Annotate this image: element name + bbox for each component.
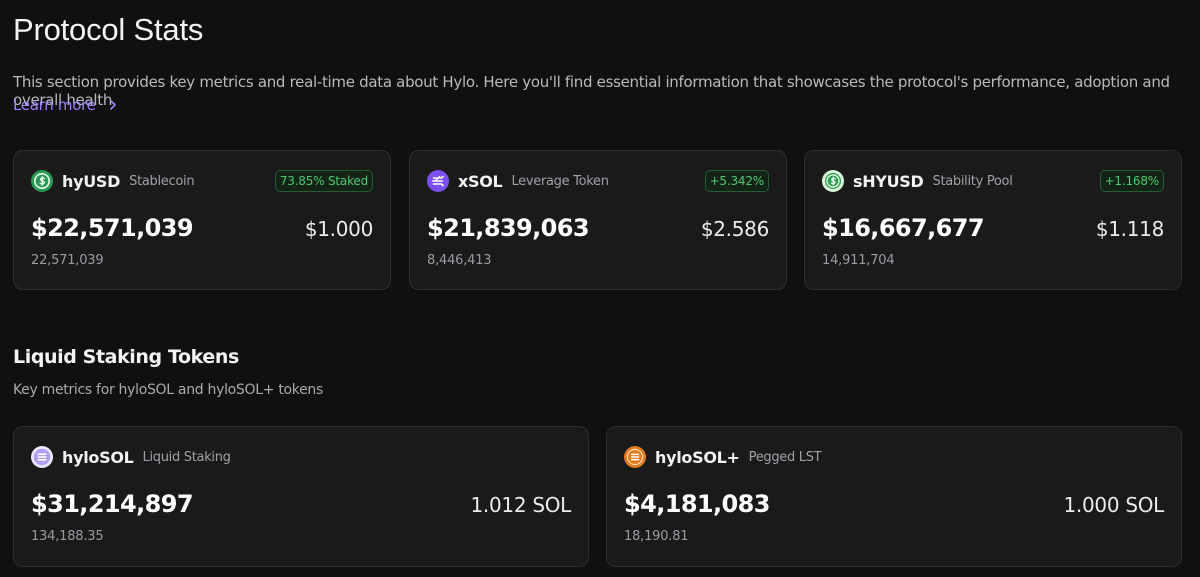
xsol-coin-icon [427, 170, 449, 192]
intro-text: This section provides key metrics and re… [13, 73, 1170, 109]
hylosol-coin-icon [31, 446, 53, 468]
token-supply: 134,188.35 [31, 529, 104, 544]
token-name: hyloSOL [62, 447, 134, 467]
section-subtitle: Key metrics for hyloSOL and hyloSOL+ tok… [13, 382, 323, 398]
change-badge: +1.168% [1099, 170, 1164, 192]
token-type: Pegged LST [748, 449, 822, 465]
shyusd-coin-icon [822, 170, 844, 192]
change-badge: +5.342% [704, 170, 769, 192]
market-value: $31,214,897 [31, 490, 194, 518]
token-name: xSOL [458, 171, 503, 191]
market-value: $22,571,039 [31, 214, 194, 242]
page-title: Protocol Stats [13, 12, 204, 47]
token-price: $1.000 [304, 217, 373, 241]
token-name: hyloSOL+ [655, 447, 740, 467]
token-price: $1.118 [1095, 217, 1164, 241]
token-price: $2.586 [700, 217, 769, 241]
token-supply: 18,190.81 [624, 529, 689, 544]
hyusd-coin-icon [31, 170, 53, 192]
hylosol-plus-coin-icon [624, 446, 646, 468]
section-title: Liquid Staking Tokens [13, 346, 239, 368]
token-price: 1.012 SOL [470, 493, 572, 517]
learn-more-label: Learn more [13, 96, 96, 114]
token-type: Stablecoin [129, 173, 195, 189]
lst-card-hylosol[interactable]: hyloSOL Liquid Staking $31,214,897 1.012… [13, 426, 589, 567]
market-value: $21,839,063 [427, 214, 590, 242]
token-type: Leverage Token [511, 173, 609, 189]
token-type: Stability Pool [932, 173, 1013, 189]
stat-card-shyusd[interactable]: sHYUSD Stability Pool +1.168% $16,667,67… [804, 150, 1182, 290]
chevron-right-icon [109, 100, 116, 110]
market-value: $4,181,083 [624, 490, 770, 518]
token-supply: 22,571,039 [31, 253, 104, 268]
stat-card-hyusd[interactable]: hyUSD Stablecoin 73.85% Staked $22,571,0… [13, 150, 391, 290]
token-name: sHYUSD [853, 171, 924, 191]
market-value: $16,667,677 [822, 214, 985, 242]
lst-card-hylosol-plus[interactable]: hyloSOL+ Pegged LST $4,181,083 1.000 SOL… [606, 426, 1182, 567]
staked-badge: 73.85% Staked [274, 170, 373, 192]
stat-card-xsol[interactable]: xSOL Leverage Token +5.342% $21,839,063 … [409, 150, 787, 290]
token-type: Liquid Staking [142, 449, 231, 465]
token-price: 1.000 SOL [1063, 493, 1165, 517]
token-supply: 8,446,413 [427, 253, 492, 268]
token-supply: 14,911,704 [822, 253, 895, 268]
token-name: hyUSD [62, 171, 121, 191]
learn-more-link[interactable]: Learn more [13, 96, 119, 114]
